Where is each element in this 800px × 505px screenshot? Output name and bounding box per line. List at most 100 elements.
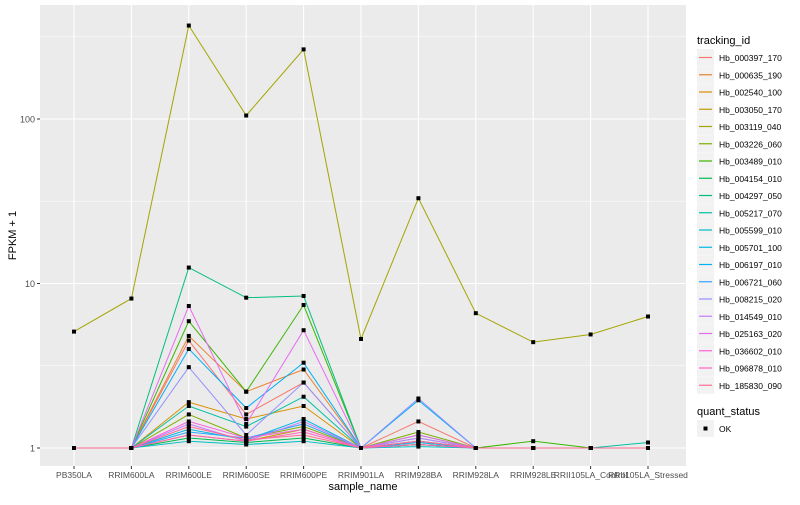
data-point [301, 293, 306, 298]
x-tick-label: RRIM600LA [108, 470, 155, 480]
legend-label: Hb_005701_100 [719, 243, 782, 253]
y-tick-label: 10 [25, 279, 35, 289]
data-point [244, 113, 249, 118]
legend-label: Hb_096878_010 [719, 364, 782, 374]
data-point [301, 47, 306, 52]
legend-title: tracking_id [697, 35, 750, 47]
data-point [416, 396, 421, 401]
data-point [244, 424, 249, 429]
data-point [646, 440, 650, 445]
legend-point-swatch [703, 426, 708, 431]
legend-label: Hb_004154_010 [719, 174, 782, 184]
data-point [186, 303, 191, 308]
data-point [531, 439, 536, 444]
data-point [186, 400, 191, 405]
data-point [186, 432, 191, 437]
x-tick-label: PB350LA [56, 470, 92, 480]
data-point [416, 436, 421, 441]
data-point [301, 328, 306, 333]
data-point [186, 412, 191, 417]
data-point [588, 446, 593, 450]
data-point [244, 406, 249, 411]
data-point [646, 314, 650, 319]
data-point [186, 421, 191, 426]
data-point [301, 436, 306, 441]
data-point [186, 439, 191, 444]
legend-label: Hb_004297_050 [719, 191, 782, 201]
data-point [416, 432, 421, 437]
data-point [186, 319, 191, 324]
data-point [186, 365, 191, 370]
x-tick-label: RRII105LA_Stressed [608, 470, 688, 480]
x-tick-label: RRIM928BA [395, 470, 443, 480]
data-point [416, 430, 421, 435]
data-point [416, 196, 421, 201]
data-point [301, 417, 306, 422]
data-point [301, 427, 306, 432]
data-point [588, 332, 593, 337]
data-point [186, 424, 191, 429]
data-point [301, 430, 306, 435]
x-tick-label: RRIM928LE [510, 470, 557, 480]
data-point [186, 436, 191, 441]
data-point [72, 446, 76, 450]
data-point [186, 265, 191, 270]
data-point [186, 333, 191, 338]
legend-label: OK [719, 424, 732, 434]
data-point [359, 336, 363, 341]
data-point [186, 346, 191, 351]
data-point [531, 340, 536, 345]
x-tick-label: RRIM600LE [166, 470, 213, 480]
data-point [186, 430, 191, 435]
legend-label: Hb_000397_170 [719, 53, 782, 63]
legend-label: Hb_008215_020 [719, 295, 782, 305]
data-point [301, 439, 306, 444]
data-point [473, 446, 478, 450]
legend-label: Hb_006197_010 [719, 260, 782, 270]
data-point [359, 446, 363, 450]
data-point [186, 23, 191, 28]
legend-label: Hb_005217_070 [719, 208, 782, 218]
data-point [531, 446, 536, 450]
data-point [129, 296, 134, 301]
data-point [301, 404, 306, 409]
data-point [416, 419, 421, 424]
data-point [301, 432, 306, 437]
data-point [301, 394, 306, 399]
data-point [244, 417, 249, 422]
legend-label: Hb_185830_090 [719, 381, 782, 391]
data-point [244, 432, 249, 437]
data-point [72, 329, 76, 334]
legend-label: Hb_006721_060 [719, 277, 782, 287]
x-tick-label: RRIM600SE [223, 470, 271, 480]
data-point [416, 444, 421, 449]
x-tick-label: RRII105LA_Control [554, 470, 628, 480]
data-point [301, 367, 306, 372]
data-point [186, 427, 191, 432]
legend-label: Hb_014549_010 [719, 312, 782, 322]
point-legend-title: quant_status [697, 406, 760, 418]
data-point [301, 380, 306, 385]
y-tick-label: 1 [30, 444, 35, 454]
legend-label: Hb_003119_040 [719, 122, 782, 132]
legend-label: Hb_003226_060 [719, 139, 782, 149]
data-point [473, 311, 478, 316]
legend-label: Hb_003489_010 [719, 157, 782, 167]
data-point [301, 419, 306, 424]
data-point [301, 424, 306, 429]
legend-label: Hb_000635_190 [719, 70, 782, 80]
legend-label: Hb_005599_010 [719, 226, 782, 236]
x-tick-label: RRIM928LA [453, 470, 500, 480]
data-point [301, 360, 306, 365]
data-point [301, 421, 306, 426]
x-tick-label: RRIM901LA [338, 470, 385, 480]
data-point [301, 303, 306, 308]
data-point [244, 412, 249, 417]
y-axis-title: FPKM + 1 [7, 211, 19, 260]
data-point [244, 442, 249, 447]
plot-panel [40, 5, 686, 466]
legend-label: Hb_036602_010 [719, 346, 782, 356]
legend-label: Hb_002540_100 [719, 88, 782, 98]
